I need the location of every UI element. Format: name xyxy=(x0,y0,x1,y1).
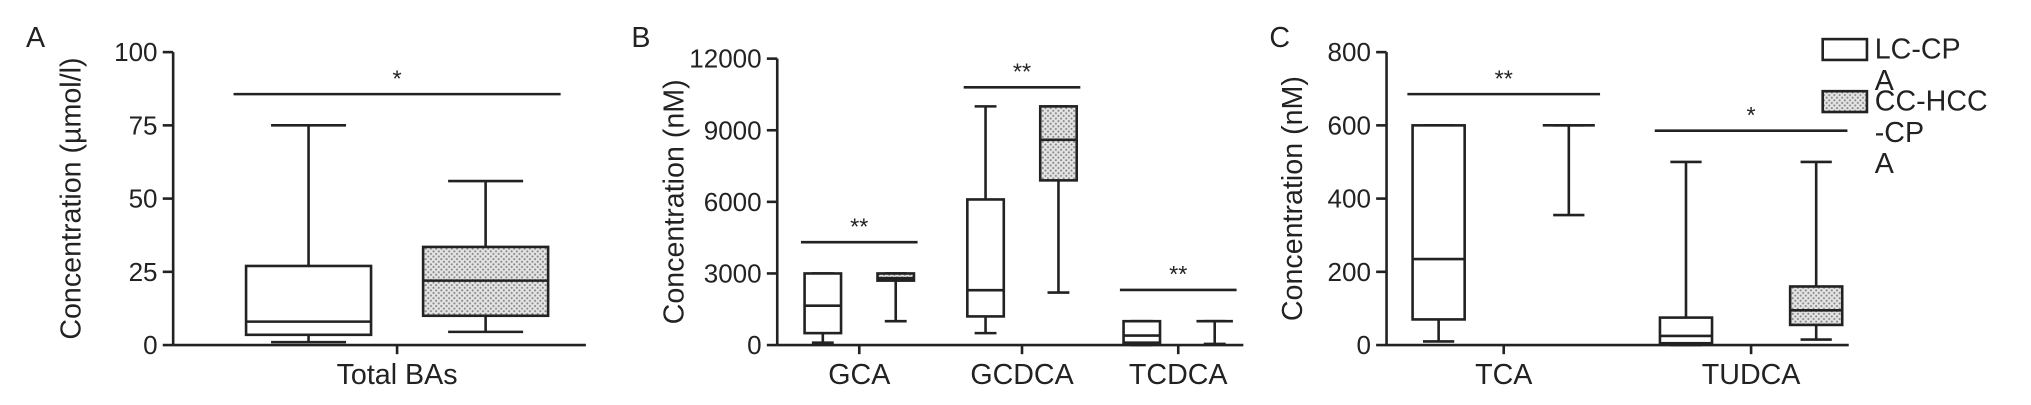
y-tick-label: 0 xyxy=(143,330,157,360)
y-tick-label: 9000 xyxy=(704,115,762,145)
y-axis-label: Concentration (nM) xyxy=(659,79,691,324)
y-tick-label: 50 xyxy=(129,184,158,214)
box xyxy=(1122,319,1162,344)
x-tick-label: GCA xyxy=(828,359,891,391)
box xyxy=(966,198,1006,318)
panel-label: B xyxy=(631,22,650,54)
x-tick-label: TUDCA xyxy=(1702,359,1802,391)
significance-label: ** xyxy=(1169,261,1187,287)
legend-swatch xyxy=(1821,89,1869,114)
y-tick-label: 0 xyxy=(1356,330,1370,360)
box xyxy=(1411,124,1466,321)
y-tick-label: 75 xyxy=(129,110,158,140)
y-tick-label: 3000 xyxy=(704,259,762,289)
significance-label: ** xyxy=(850,213,868,239)
y-axis-label: Concentration (µmol/l) xyxy=(56,58,88,340)
y-tick-label: 25 xyxy=(129,257,158,287)
significance-label: ** xyxy=(1013,58,1031,84)
x-tick-label: GCDCA xyxy=(970,359,1074,391)
box xyxy=(1658,316,1714,345)
y-tick-label: 6000 xyxy=(704,187,762,217)
legend-label: LC-CP A xyxy=(1875,34,1961,97)
x-tick-label: TCA xyxy=(1475,359,1533,391)
legend-swatch xyxy=(1821,37,1869,62)
y-tick-label: 0 xyxy=(747,330,761,360)
y-tick-label: 400 xyxy=(1328,184,1371,214)
box xyxy=(1788,285,1844,327)
panel-label: C xyxy=(1269,22,1290,54)
legend-label: CC-HCC -CP A xyxy=(1875,86,1988,180)
y-tick-label: 800 xyxy=(1328,37,1371,67)
y-tick-label: 100 xyxy=(114,37,157,67)
box xyxy=(244,264,373,337)
x-tick-label: TCDCA xyxy=(1129,359,1229,391)
x-tick-label: Total BAs xyxy=(337,359,458,391)
box xyxy=(803,272,843,335)
y-tick-label: 200 xyxy=(1328,257,1371,287)
y-axis-label: Concentration (nM) xyxy=(1277,76,1309,321)
y-tick-label: 600 xyxy=(1328,110,1371,140)
panel-label: A xyxy=(26,22,46,54)
significance-label: ** xyxy=(1495,65,1513,91)
significance-label: * xyxy=(1747,102,1756,128)
y-tick-label: 12000 xyxy=(689,44,761,74)
box xyxy=(1038,105,1078,182)
significance-label: * xyxy=(393,65,402,91)
